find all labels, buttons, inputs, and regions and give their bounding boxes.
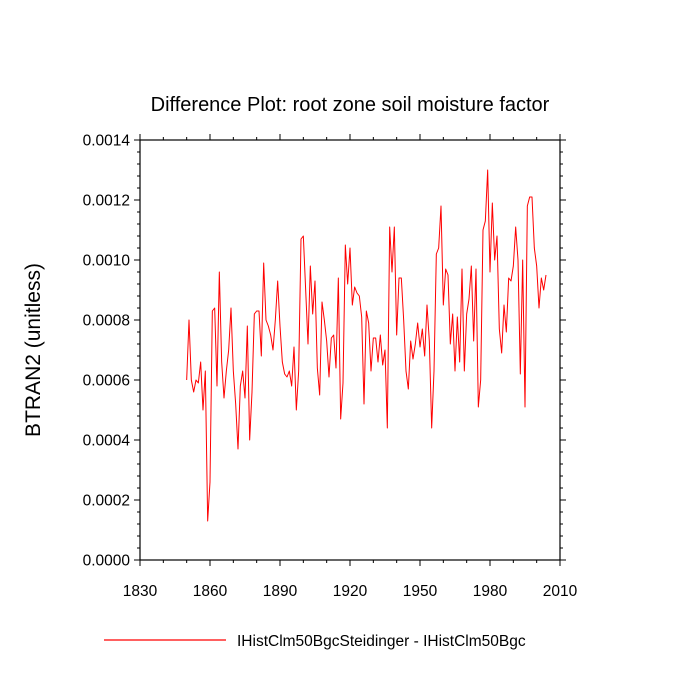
x-tick-label: 1860: [193, 583, 228, 600]
series-line: [186, 169, 547, 522]
y-tick-label: 0.0002: [83, 493, 130, 510]
plot-frame: [139, 139, 561, 561]
x-tick-label: 1830: [123, 583, 158, 600]
x-tick-label: 1950: [403, 583, 438, 600]
x-axis-ticks: 1830 1860 1890 1920 1950 1980 2010: [123, 134, 578, 600]
y-tick-label: 0.0014: [83, 133, 131, 150]
y-tick-label: 0.0008: [83, 313, 130, 330]
legend: IHistClm50BgcSteidinger - IHistClm50Bgc: [104, 633, 526, 650]
x-tick-label: 1890: [263, 583, 298, 600]
y-tick-label: 0.0012: [83, 193, 130, 210]
x-tick-label: 2010: [543, 583, 578, 600]
chart-title: Difference Plot: root zone soil moisture…: [151, 94, 550, 116]
y-tick-label: 0.0000: [83, 553, 131, 570]
x-tick-label: 1920: [333, 583, 368, 600]
x-tick-label: 1980: [473, 583, 508, 600]
y-tick-label: 0.0010: [83, 253, 131, 270]
y-axis-ticks: 0.0000 0.0002 0.0004 0.0006 0.0008 0.0010 0.00…: [83, 133, 566, 570]
legend-label: IHistClm50BgcSteidinger - IHistClm50Bgc: [237, 633, 526, 650]
y-tick-label: 0.0006: [83, 373, 130, 390]
y-axis-label: BTRAN2 (unitless): [22, 263, 45, 437]
y-tick-label: 0.0004: [83, 433, 131, 450]
series-group: [186, 169, 547, 522]
